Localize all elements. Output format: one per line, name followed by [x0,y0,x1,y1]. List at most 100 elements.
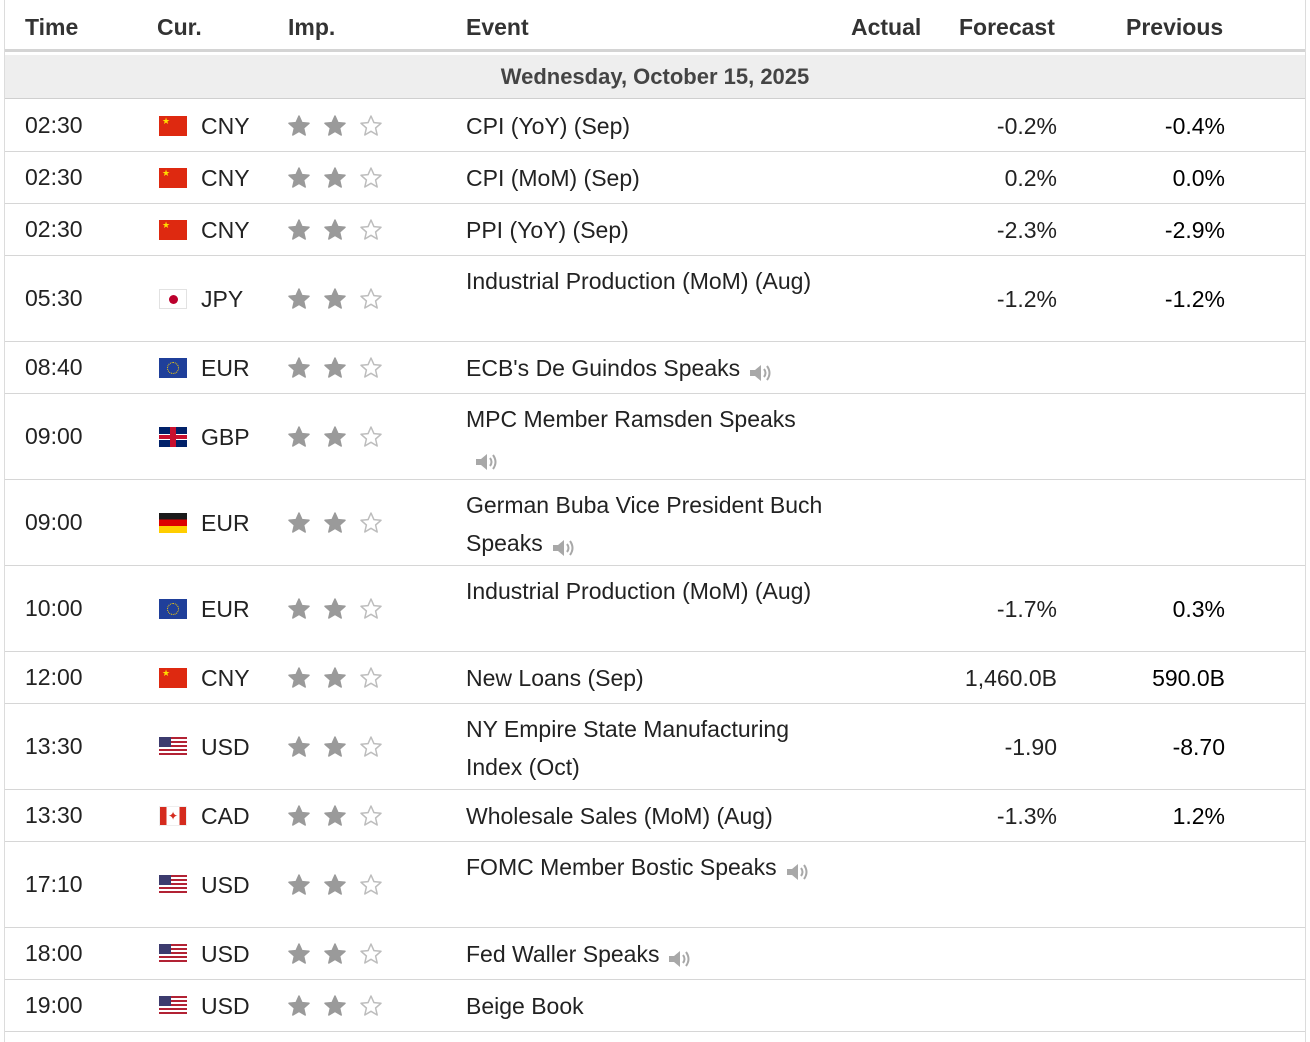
star-filled-icon [287,425,311,449]
event-name[interactable]: CPI (MoM) (Sep) [466,159,826,197]
flag-cn-icon [159,168,187,188]
currency-code: USD [201,734,250,760]
previous-value: 0.0% [1172,165,1225,191]
star-empty-icon [359,942,383,966]
header-currency[interactable]: Cur. [157,14,202,40]
table-row[interactable]: 10:00 EUR Industrial Production (MoM) (Aug… [5,566,1305,652]
currency-code: JPY [201,286,244,312]
importance-rating [287,287,395,311]
event-name-label[interactable]: FOMC Member Bostic Speaks [466,854,777,880]
star-filled-icon [323,166,347,190]
importance-rating [287,511,395,535]
event-name[interactable]: Industrial Production (MoM) (Aug) [466,262,826,300]
star-empty-icon [359,597,383,621]
header-importance[interactable]: Imp. [288,14,336,40]
table-header: Time Cur. Imp. Event Actual Forecast Pre… [5,0,1305,52]
event-name[interactable]: Beige Book [466,987,826,1025]
star-empty-icon [359,425,383,449]
event-name[interactable]: NY Empire State Manufacturing Index (Oct… [466,710,826,786]
table-row[interactable]: 13:30 CAD Wholesale Sales (MoM) (Aug) -1.3%… [5,790,1305,842]
event-name[interactable]: PPI (YoY) (Sep) [466,211,826,249]
importance-rating [287,873,395,897]
previous-value: -8.70 [1172,734,1225,760]
event-name[interactable]: Wholesale Sales (MoM) (Aug) [466,797,826,835]
event-name-label[interactable]: NY Empire State Manufacturing Index (Oct… [466,716,790,780]
flag-us-icon [159,944,187,964]
importance-rating [287,218,395,242]
star-filled-icon [287,114,311,138]
event-name-label[interactable]: Industrial Production (MoM) (Aug) [466,578,812,604]
table-row[interactable]: 12:00 CNY New Loans (Sep) 1,460.0B 590.0B [5,652,1305,704]
currency-code: CNY [201,665,250,691]
currency-code: CNY [201,217,250,243]
event-time: 10:00 [25,595,83,621]
event-time: 02:30 [25,216,83,242]
table-row[interactable]: 09:00 EUR German Buba Vice President Buch … [5,480,1305,566]
importance-rating [287,942,395,966]
event-time: 08:40 [25,354,83,380]
star-filled-icon [323,942,347,966]
table-row[interactable]: 19:00 USD Beige Book [5,980,1305,1032]
star-filled-icon [287,666,311,690]
event-name-label[interactable]: ECB's De Guindos Speaks [466,355,741,381]
star-filled-icon [323,356,347,380]
event-time: 17:10 [25,871,83,897]
event-name[interactable]: Industrial Production (MoM) (Aug) [466,572,826,610]
currency-code: CNY [201,165,250,191]
event-time: 05:30 [25,285,83,311]
event-time: 13:30 [25,733,83,759]
star-filled-icon [287,994,311,1018]
event-name-label[interactable]: PPI (YoY) (Sep) [466,217,629,243]
star-empty-icon [359,735,383,759]
event-name[interactable]: CPI (YoY) (Sep) [466,107,826,145]
economic-calendar: Time Cur. Imp. Event Actual Forecast Pre… [4,0,1306,1042]
table-row[interactable]: 18:00 USD Fed Waller Speaks [5,928,1305,980]
speech-speaker-icon [551,532,577,556]
table-row[interactable]: 08:40 EUR ECB's De Guindos Speaks [5,342,1305,394]
table-row[interactable]: 05:30 JPY Industrial Production (MoM) (Aug… [5,256,1305,342]
flag-us-icon [159,875,187,895]
previous-value: 1.2% [1172,803,1225,829]
event-name-label[interactable]: Wholesale Sales (MoM) (Aug) [466,803,773,829]
star-filled-icon [323,735,347,759]
event-name[interactable]: MPC Member Ramsden Speaks [466,400,826,476]
header-previous[interactable]: Previous [1126,14,1224,40]
table-row[interactable]: 09:00 GBP MPC Member Ramsden Speaks [5,394,1305,480]
header-actual[interactable]: Actual [851,14,922,40]
flag-gb-icon [159,427,187,447]
event-name-label[interactable]: Beige Book [466,993,584,1019]
importance-rating [287,735,395,759]
event-name[interactable]: Fed Waller Speaks [466,935,826,973]
event-name-label[interactable]: Industrial Production (MoM) (Aug) [466,268,812,294]
table-row[interactable]: 02:30 CNY PPI (YoY) (Sep) -2.3% -2.9% [5,204,1305,256]
star-filled-icon [323,597,347,621]
event-time: 12:00 [25,664,83,690]
event-name[interactable]: German Buba Vice President Buch Speaks [466,486,826,562]
forecast-value: 1,460.0B [964,665,1057,691]
event-name-label[interactable]: CPI (YoY) (Sep) [466,113,631,139]
event-name-label[interactable]: MPC Member Ramsden Speaks [466,406,796,432]
importance-rating [287,666,395,690]
header-event[interactable]: Event [466,14,529,40]
event-name[interactable]: FOMC Member Bostic Speaks [466,848,826,886]
table-row[interactable]: 02:30 CNY CPI (YoY) (Sep) -0.2% -0.4% [5,99,1305,152]
star-empty-icon [359,511,383,535]
currency-code: EUR [201,510,250,536]
flag-us-icon [159,996,187,1016]
star-filled-icon [287,873,311,897]
table-row[interactable]: 02:30 CNY CPI (MoM) (Sep) 0.2% 0.0% [5,152,1305,204]
star-filled-icon [287,287,311,311]
forecast-value: -0.2% [996,113,1057,139]
event-name-label[interactable]: Fed Waller Speaks [466,941,660,967]
star-filled-icon [323,994,347,1018]
table-row[interactable]: 17:10 USD FOMC Member Bostic Speaks [5,842,1305,928]
table-row[interactable]: 13:30 USD NY Empire State Manufacturing In… [5,704,1305,790]
event-name[interactable]: ECB's De Guindos Speaks [466,349,826,387]
event-name-label[interactable]: German Buba Vice President Buch Speaks [466,492,823,556]
event-name[interactable]: New Loans (Sep) [466,659,826,697]
flag-us-icon [159,737,187,757]
header-time[interactable]: Time [25,14,79,40]
event-name-label[interactable]: CPI (MoM) (Sep) [466,165,640,191]
header-forecast[interactable]: Forecast [959,14,1055,40]
event-name-label[interactable]: New Loans (Sep) [466,665,644,691]
